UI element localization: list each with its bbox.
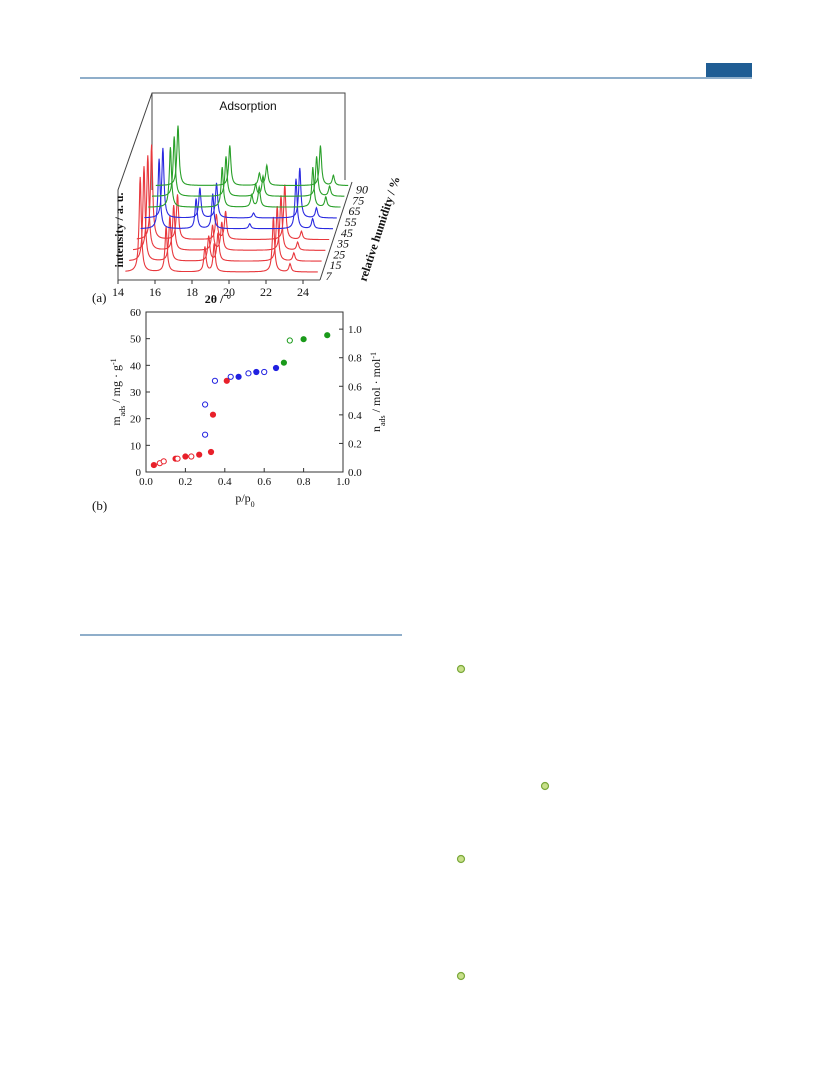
y2-axis-label: nads / mol · mol-1 [369, 352, 387, 432]
point [245, 370, 252, 377]
y2-tick-label: 0.0 [348, 467, 362, 479]
z-axis [319, 181, 353, 281]
y2-axis-label-part: -1 [369, 352, 378, 359]
point [174, 455, 181, 462]
y-tick-label: 0 [136, 467, 142, 479]
x-tick-label: 0.2 [179, 476, 193, 488]
humidity-label: 65 [348, 204, 360, 218]
bullet-icons [456, 664, 550, 981]
point [272, 364, 280, 372]
point [261, 368, 268, 376]
trace [140, 158, 333, 230]
panel-title: Adsorption [219, 99, 276, 113]
trace [152, 136, 345, 197]
humidity-label: 25 [333, 247, 345, 261]
x-tick-label: 1.0 [336, 476, 350, 488]
y-tick-label: 40 [130, 360, 142, 372]
y2-axis-label-part: n [369, 426, 383, 432]
y2-tick-label: 0.2 [348, 438, 362, 450]
x-tick-label: 0.8 [297, 476, 311, 488]
point [196, 451, 203, 458]
point [227, 373, 234, 380]
y2-axis-label-part: ads [378, 415, 387, 426]
point [300, 336, 307, 343]
y-axis-label: intensity / a. u. [112, 192, 126, 267]
point [188, 453, 195, 460]
point [160, 458, 167, 465]
point [211, 377, 219, 384]
y-tick-label: 10 [130, 440, 142, 452]
x-axis-label-part: 0 [251, 500, 255, 509]
point [223, 377, 230, 384]
point [150, 461, 157, 469]
point [253, 368, 260, 376]
point [182, 453, 189, 460]
y-axis-label-part: ads [118, 406, 127, 417]
y-tick-label: 20 [130, 414, 142, 426]
point [286, 337, 293, 344]
y2-tick-label: 1.0 [348, 324, 362, 336]
point [324, 332, 331, 339]
point [209, 411, 217, 418]
panel-label: (a) [92, 290, 106, 305]
trace [136, 144, 330, 241]
humidity-label: 45 [341, 226, 353, 240]
trace [125, 176, 318, 273]
x-tick-label: 14 [112, 285, 124, 299]
plot-frame [145, 311, 344, 473]
x-tick-label: 24 [297, 285, 309, 299]
humidity-label: 75 [352, 193, 364, 207]
y-axis-label-part: / mg · g [109, 365, 123, 406]
humidity-label: 35 [336, 237, 349, 251]
x-axis-label: p/p0 [235, 491, 254, 509]
y2-tick-label: 0.8 [348, 353, 362, 365]
x-tick-label: 0.0 [139, 476, 153, 488]
panel-label: (b) [92, 498, 107, 513]
point [280, 359, 287, 366]
y-axis-label: mads / mg · g-1 [109, 358, 127, 425]
humidity-label: 7 [326, 269, 333, 283]
trace [155, 125, 349, 186]
x-tick-label: 16 [149, 285, 161, 299]
y2-tick-label: 0.4 [348, 410, 362, 422]
x-tick-label: 20 [223, 285, 235, 299]
x-axis-label-part: p/p [235, 491, 250, 505]
trace [144, 147, 337, 219]
x-tick-label: 22 [260, 285, 272, 299]
trace [133, 155, 326, 251]
humidity-label: 55 [345, 215, 357, 229]
y-tick-label: 60 [130, 307, 142, 319]
y-axis-label-part: m [109, 416, 123, 426]
point [202, 431, 209, 438]
header-tab [706, 63, 752, 77]
y-axis-label-part: -1 [109, 358, 118, 365]
point [202, 401, 209, 408]
trace [129, 166, 322, 262]
trace [148, 147, 341, 208]
point [235, 373, 242, 380]
y-tick-label: 50 [130, 334, 142, 346]
x-axis-label: 2θ / ° [205, 292, 232, 306]
y-tick-label: 30 [130, 387, 142, 399]
x-tick-label: 18 [186, 285, 198, 299]
humidity-label: 90 [356, 183, 368, 197]
panel-b: 0.0 0.2 0.4 0.6 0.8 1.0 0 10 20 30 40 50 60 0.0 0.2 0.4… [92, 307, 387, 513]
humidity-label: 15 [329, 258, 341, 272]
x-tick-label: 0.4 [218, 476, 232, 488]
y2-tick-label: 0.6 [348, 381, 362, 393]
x-tick-label: 0.6 [257, 476, 271, 488]
point [207, 448, 215, 456]
y2-axis-label-part: / mol · mol [369, 358, 383, 415]
